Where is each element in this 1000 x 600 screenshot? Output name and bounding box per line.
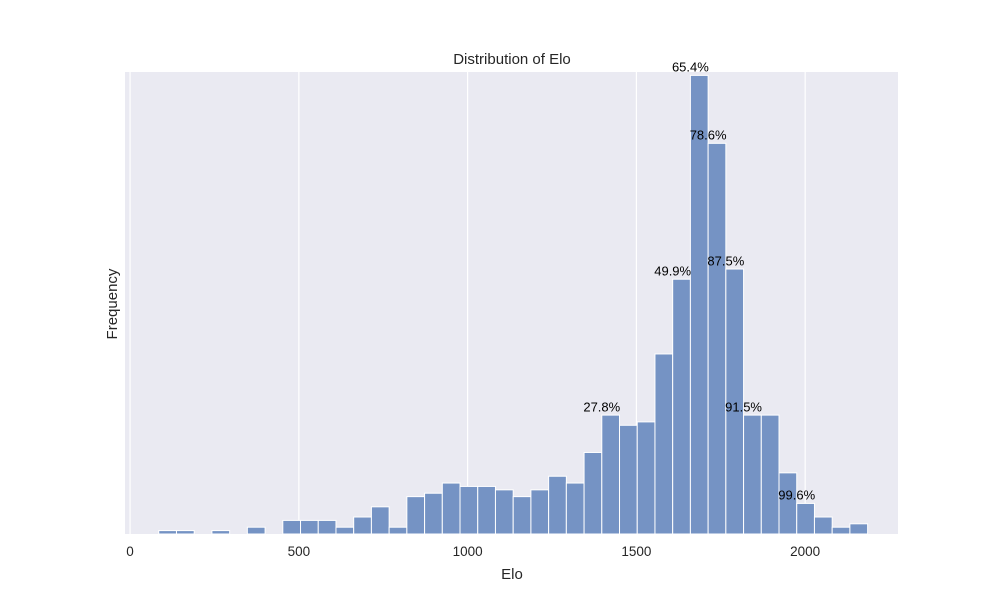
bar-annotations: 27.8% 49.9% 65.4% 78.6% 87.5% 91.5% 99.6% (583, 60, 815, 503)
histogram-bar (175, 530, 195, 535)
histogram-bar (424, 492, 443, 535)
histogram-bar (548, 475, 567, 535)
histogram-bar (778, 472, 798, 535)
bar-percentile-label: 99.6% (778, 488, 815, 503)
y-axis-label: Frequency (104, 268, 121, 339)
histogram-bar (158, 530, 177, 535)
histogram-bar (707, 142, 727, 535)
bar-percentile-label: 91.5% (725, 399, 762, 414)
histogram-bar (654, 353, 674, 535)
x-tick-label: 0 (126, 544, 134, 559)
histogram-bar (849, 523, 869, 535)
bar-percentile-label: 27.8% (583, 399, 620, 414)
histogram-bar (672, 278, 691, 535)
bar-percentile-label: 65.4% (672, 60, 709, 75)
histogram-bar (760, 414, 780, 535)
histogram-bars (158, 74, 869, 535)
histogram-bar (388, 526, 408, 535)
histogram-bar (813, 516, 833, 535)
histogram-bar (725, 268, 745, 535)
histogram-bar (583, 451, 603, 535)
histogram-bar (282, 519, 302, 535)
x-tick-label: 2000 (790, 544, 820, 559)
histogram-bar (530, 489, 550, 535)
histogram-bar (406, 496, 426, 535)
histogram-bar (459, 485, 479, 535)
histogram-bar (565, 482, 585, 535)
histogram-bar (335, 526, 355, 535)
histogram-bar (512, 496, 532, 535)
histogram-bar (619, 424, 638, 535)
bar-percentile-label: 49.9% (654, 264, 691, 279)
chart-title: Distribution of Elo (453, 51, 571, 68)
bar-percentile-label: 78.6% (690, 128, 727, 143)
histogram-bar (831, 526, 851, 535)
histogram-bar (601, 414, 621, 535)
histogram-bar (689, 74, 709, 535)
histogram-bar (370, 506, 390, 535)
histogram-bar (317, 519, 337, 535)
histogram-bar (636, 421, 656, 535)
x-tick-label: 1500 (621, 544, 651, 559)
histogram-bar (211, 530, 231, 535)
histogram-bar (796, 502, 815, 535)
histogram-bar (743, 414, 762, 535)
histogram-bar (494, 489, 514, 535)
histogram-bar (246, 526, 266, 535)
histogram-bar (353, 516, 372, 535)
histogram-bar (300, 519, 319, 535)
x-axis-ticks: 0 500 1000 1500 2000 (126, 544, 820, 559)
histogram-bar (477, 485, 496, 535)
x-tick-label: 1000 (453, 544, 483, 559)
bar-percentile-label: 87.5% (707, 253, 744, 268)
x-tick-label: 500 (288, 544, 311, 559)
plot-area (125, 72, 898, 534)
x-axis-label: Elo (501, 566, 523, 583)
histogram-bar (441, 482, 461, 535)
